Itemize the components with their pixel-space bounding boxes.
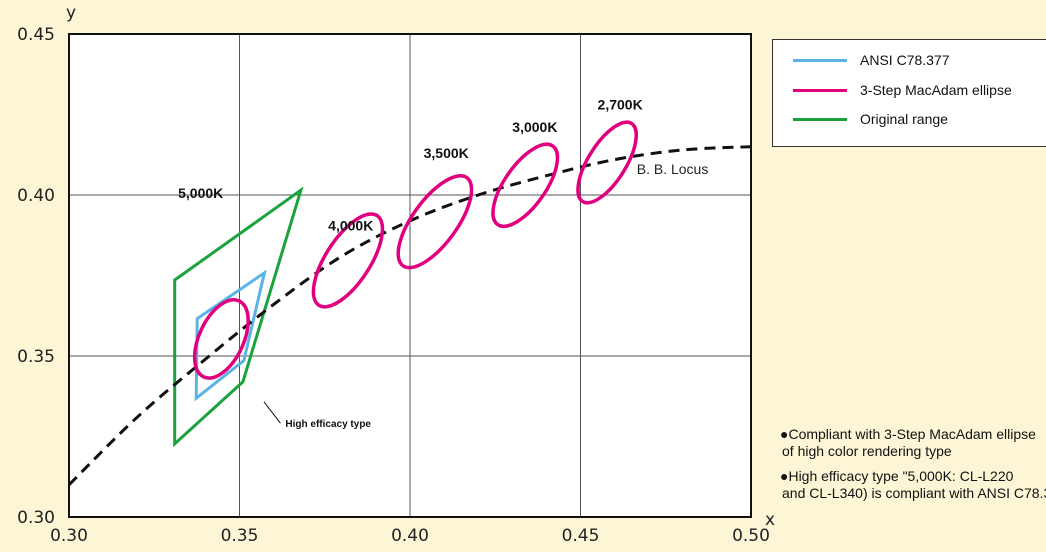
y-tick-label: 0.40 bbox=[17, 186, 55, 206]
x-axis-title: x bbox=[765, 510, 775, 530]
x-tick-label: 0.30 bbox=[50, 526, 88, 546]
y-tick-label: 0.45 bbox=[17, 25, 55, 45]
note-line: ●High efficacy type "5,000K: CL-L220 bbox=[780, 468, 1014, 484]
cct-label: 2,700K bbox=[598, 97, 643, 113]
legend-swatch-macadam bbox=[793, 88, 847, 92]
bb-locus-label: B. B. Locus bbox=[637, 161, 709, 177]
y-tick-label: 0.30 bbox=[17, 508, 55, 528]
note-line: and CL-L340) is compliant with ANSI C78.… bbox=[782, 485, 1046, 501]
labels: B. B. Locus 5,000K 4,000K 3,500K 3,000K 2,700… bbox=[178, 97, 708, 431]
cct-label: 3,500K bbox=[424, 145, 469, 161]
notes: ●Compliant with 3-Step MacAdam ellipse o… bbox=[780, 426, 1046, 510]
note-high-efficacy: ●High efficacy type "5,000K: CL-L220 and… bbox=[780, 468, 1046, 502]
axes: 0.30 0.35 0.40 0.45 0.50 0.30 0.35 0.40 0.45 y x bbox=[17, 3, 775, 546]
x-tick-label: 0.50 bbox=[732, 526, 770, 546]
cct-label: 3,000K bbox=[512, 119, 557, 135]
cct-label: 4,000K bbox=[328, 217, 373, 233]
note-macadam: ●Compliant with 3-Step MacAdam ellipse o… bbox=[780, 426, 1046, 460]
annotation-label: High efficacy type bbox=[285, 419, 371, 430]
legend: ANSI C78.377 3-Step MacAdam ellipse Orig… bbox=[772, 39, 1046, 147]
legend-item-macadam: 3-Step MacAdam ellipse bbox=[793, 80, 1012, 100]
macadam-ellipse bbox=[396, 174, 474, 270]
cct-label: 5,000K bbox=[178, 185, 223, 201]
y-tick-label: 0.35 bbox=[17, 347, 55, 367]
legend-label-ansi: ANSI C78.377 bbox=[860, 52, 950, 68]
legend-item-original: Original range bbox=[793, 109, 948, 129]
grid bbox=[69, 34, 751, 517]
note-line: of high color rendering type bbox=[782, 443, 952, 459]
annotation-leader bbox=[263, 401, 281, 424]
x-tick-label: 0.35 bbox=[221, 526, 259, 546]
macadam-ellipse bbox=[576, 120, 638, 205]
legend-label-original: Original range bbox=[860, 111, 948, 127]
x-tick-label: 0.45 bbox=[562, 526, 600, 546]
macadam-ellipse bbox=[192, 298, 250, 380]
legend-item-ansi: ANSI C78.377 bbox=[793, 50, 950, 70]
macadam-ellipse bbox=[311, 212, 385, 309]
marks bbox=[67, 120, 752, 486]
legend-label-macadam: 3-Step MacAdam ellipse bbox=[860, 82, 1012, 98]
macadam-ellipse bbox=[491, 142, 560, 229]
legend-swatch-original bbox=[793, 117, 847, 121]
note-line: ●Compliant with 3-Step MacAdam ellipse bbox=[780, 426, 1036, 442]
x-tick-label: 0.40 bbox=[391, 526, 429, 546]
original-range-quadrangle bbox=[173, 186, 304, 448]
bb-locus-curve bbox=[67, 145, 752, 486]
legend-swatch-ansi bbox=[793, 58, 847, 62]
plot-frame bbox=[68, 33, 752, 518]
y-axis-title: y bbox=[66, 3, 76, 23]
